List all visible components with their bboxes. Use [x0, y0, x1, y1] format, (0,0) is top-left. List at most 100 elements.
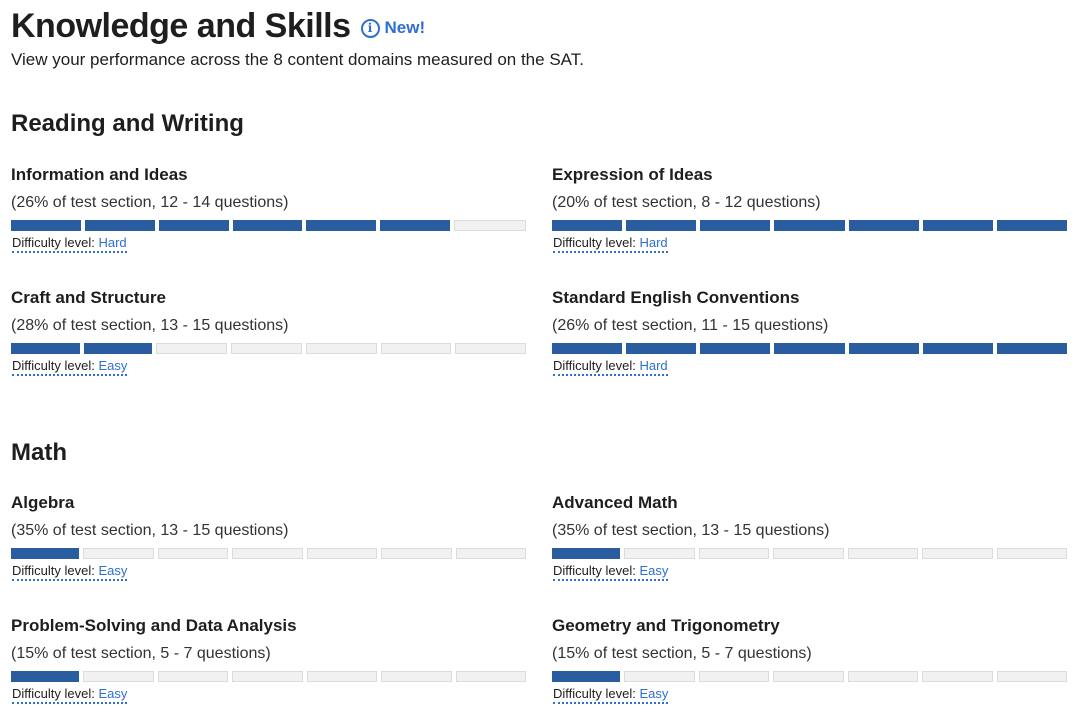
bar-segment-filled	[922, 220, 993, 231]
domain-name: Craft and Structure	[11, 288, 166, 307]
section-title-math: Math	[11, 439, 67, 466]
bar-segment-empty	[231, 343, 302, 354]
bar-segment-empty	[454, 220, 527, 231]
difficulty-value[interactable]: Easy	[98, 358, 128, 373]
difficulty-value[interactable]: Hard	[639, 358, 668, 373]
difficulty-value[interactable]: Easy	[639, 563, 669, 578]
bar-segment-empty	[847, 671, 919, 682]
section-title-reading-writing: Reading and Writing	[11, 110, 244, 137]
domain-description: (26% of test section, 12 - 14 questions)	[11, 194, 289, 211]
bar-segment-filled	[232, 220, 303, 231]
bar-segment-empty	[305, 343, 377, 354]
bar-segment-empty	[157, 548, 229, 559]
difficulty-label: Difficulty level:	[553, 358, 636, 373]
bar-segment-empty	[381, 671, 452, 682]
domain-description: (26% of test section, 11 - 15 questions)	[552, 317, 829, 334]
bar-segment-filled	[848, 220, 919, 231]
bar-segment-empty	[773, 671, 844, 682]
domain-name: Geometry and Trigonometry	[552, 616, 780, 635]
bar-segment-empty	[996, 548, 1067, 559]
domain-description: (28% of test section, 13 - 15 questions)	[11, 317, 289, 334]
bar-segment-empty	[381, 548, 452, 559]
new-badge[interactable]: i New!	[360, 18, 426, 38]
bar-segment-filled	[700, 220, 771, 231]
performance-bar	[11, 671, 526, 682]
performance-bar	[552, 548, 1067, 559]
bar-segment-filled	[552, 548, 621, 559]
bar-segment-filled	[774, 343, 845, 354]
bar-segment-empty	[922, 671, 993, 682]
bar-segment-filled	[11, 220, 81, 231]
bar-segment-empty	[380, 343, 452, 354]
bar-segment-filled	[380, 220, 451, 231]
page-subtitle: View your performance across the 8 conte…	[11, 50, 584, 69]
difficulty-value[interactable]: Easy	[639, 686, 669, 701]
difficulty-level-link[interactable]: Difficulty level: Hard	[553, 358, 668, 376]
performance-bar	[11, 548, 526, 559]
domain-name: Problem-Solving and Data Analysis	[11, 616, 297, 635]
bar-segment-empty	[922, 548, 993, 559]
domain-description: (15% of test section, 5 - 7 questions)	[552, 645, 812, 662]
new-label[interactable]: New!	[384, 18, 426, 37]
bar-segment-empty	[455, 671, 526, 682]
performance-bar	[552, 671, 1067, 682]
bar-segment-empty	[455, 343, 527, 354]
bar-segment-filled	[158, 220, 229, 231]
difficulty-level-link[interactable]: Difficulty level: Easy	[12, 563, 128, 581]
bar-segment-filled	[626, 220, 697, 231]
bar-segment-filled	[848, 343, 919, 354]
difficulty-label: Difficulty level:	[553, 686, 636, 701]
bar-segment-empty	[306, 671, 378, 682]
bar-segment-filled	[552, 671, 621, 682]
domain-description: (20% of test section, 8 - 12 questions)	[552, 194, 821, 211]
difficulty-level-link[interactable]: Difficulty level: Easy	[12, 686, 128, 704]
performance-bar	[11, 343, 527, 354]
difficulty-value[interactable]: Easy	[98, 686, 128, 701]
page-title: Knowledge and Skills	[11, 7, 351, 45]
bar-segment-empty	[624, 548, 695, 559]
bar-segment-empty	[156, 343, 228, 354]
difficulty-label: Difficulty level:	[12, 358, 95, 373]
difficulty-label: Difficulty level:	[553, 563, 636, 578]
performance-bar	[11, 220, 527, 231]
bar-segment-filled	[626, 343, 697, 354]
difficulty-level-link[interactable]: Difficulty level: Easy	[12, 358, 128, 376]
domain-name: Information and Ideas	[11, 165, 188, 184]
difficulty-level-link[interactable]: Difficulty level: Hard	[12, 235, 127, 253]
bar-segment-empty	[455, 548, 526, 559]
difficulty-level-link[interactable]: Difficulty level: Easy	[553, 563, 669, 581]
bar-segment-filled	[11, 671, 80, 682]
difficulty-label: Difficulty level:	[553, 235, 636, 250]
bar-segment-filled	[83, 343, 153, 354]
difficulty-value[interactable]: Easy	[98, 563, 128, 578]
domain-description: (35% of test section, 13 - 15 questions)	[552, 522, 830, 539]
difficulty-label: Difficulty level:	[12, 235, 95, 250]
performance-bar	[552, 343, 1067, 354]
difficulty-label: Difficulty level:	[12, 563, 95, 578]
difficulty-value[interactable]: Hard	[639, 235, 668, 250]
performance-bar	[552, 220, 1067, 231]
bar-segment-filled	[996, 343, 1067, 354]
bar-segment-filled	[774, 220, 845, 231]
bar-segment-empty	[773, 548, 844, 559]
bar-segment-filled	[552, 343, 623, 354]
bar-segment-empty	[83, 548, 154, 559]
bar-segment-filled	[84, 220, 155, 231]
difficulty-level-link[interactable]: Difficulty level: Easy	[553, 686, 669, 704]
domain-name: Expression of Ideas	[552, 165, 713, 184]
bar-segment-empty	[624, 671, 695, 682]
bar-segment-filled	[11, 548, 80, 559]
difficulty-level-link[interactable]: Difficulty level: Hard	[553, 235, 668, 253]
domain-description: (15% of test section, 5 - 7 questions)	[11, 645, 271, 662]
domain-name: Algebra	[11, 493, 75, 512]
page-header: Knowledge and Skills i New!	[11, 4, 425, 48]
info-icon[interactable]: i	[360, 18, 380, 38]
domain-name: Standard English Conventions	[552, 288, 800, 307]
bar-segment-empty	[157, 671, 229, 682]
bar-segment-empty	[306, 548, 378, 559]
bar-segment-filled	[306, 220, 377, 231]
bar-segment-empty	[232, 671, 303, 682]
difficulty-value[interactable]: Hard	[98, 235, 127, 250]
difficulty-label: Difficulty level:	[12, 686, 95, 701]
bar-segment-filled	[996, 220, 1067, 231]
